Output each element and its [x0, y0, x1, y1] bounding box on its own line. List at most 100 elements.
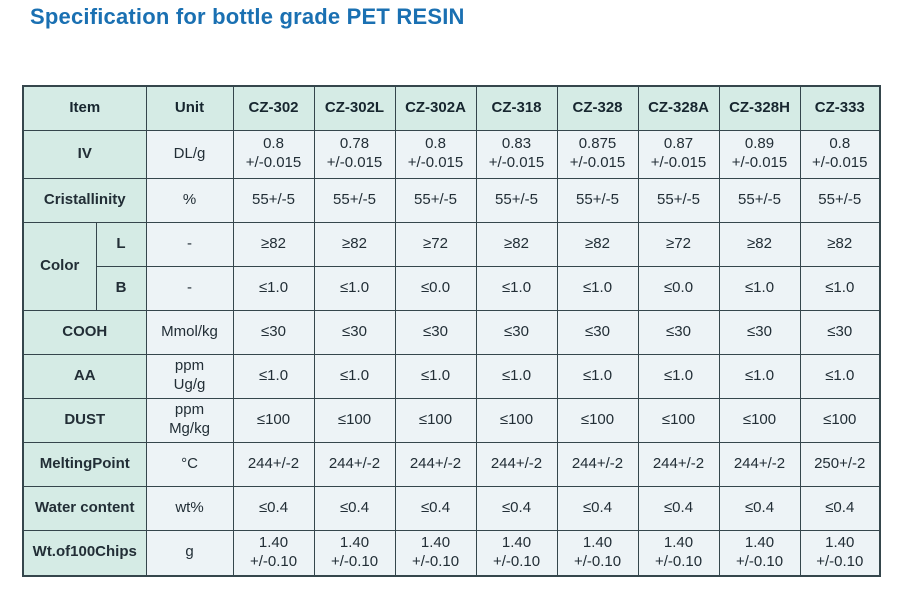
table-row-water-content: Water content wt% ≤0.4 ≤0.4 ≤0.4 ≤0.4 ≤0…: [22, 485, 881, 531]
cell-value: ≤0.0: [637, 265, 720, 311]
spec-table: Item Unit CZ-302 CZ-302L CZ-302A CZ-318 …: [22, 85, 881, 577]
cell-value: 0.8 +/-0.015: [232, 129, 315, 179]
cell-value: 0.8 +/-0.015: [394, 129, 477, 179]
cell-value: ≤100: [313, 397, 396, 443]
cell-value: ≤30: [475, 309, 558, 355]
cell-value: 1.40 +/-0.10: [475, 529, 558, 577]
cell-value: ≥82: [556, 221, 639, 267]
row-label: MeltingPoint: [22, 441, 147, 487]
row-label-color: Color: [22, 221, 97, 311]
column-header-cz328a: CZ-328A: [637, 85, 720, 131]
cell-value: 1.40 +/-0.10: [637, 529, 720, 577]
cell-value: ≤1.0: [313, 353, 396, 399]
row-label: COOH: [22, 309, 147, 355]
cell-value: 244+/-2: [637, 441, 720, 487]
cell-value: ≤1.0: [313, 265, 396, 311]
row-unit: -: [145, 265, 234, 311]
row-label: IV: [22, 129, 147, 179]
cell-value: 55+/-5: [637, 177, 720, 223]
cell-value: ≤0.4: [313, 485, 396, 531]
cell-value: 244+/-2: [394, 441, 477, 487]
column-header-cz302a: CZ-302A: [394, 85, 477, 131]
cell-value: ≤1.0: [232, 353, 315, 399]
column-header-cz328h: CZ-328H: [718, 85, 801, 131]
row-unit: ppm Ug/g: [145, 353, 234, 399]
cell-value: ≤0.4: [556, 485, 639, 531]
cell-value: ≤30: [556, 309, 639, 355]
cell-value: ≤100: [232, 397, 315, 443]
column-header-unit: Unit: [145, 85, 234, 131]
cell-value: ≤30: [637, 309, 720, 355]
cell-value: ≤30: [313, 309, 396, 355]
cell-value: 55+/-5: [313, 177, 396, 223]
cell-value: 0.83 +/-0.015: [475, 129, 558, 179]
cell-value: ≤0.4: [637, 485, 720, 531]
cell-value: ≥82: [313, 221, 396, 267]
cell-value: ≤0.4: [232, 485, 315, 531]
row-unit: °C: [145, 441, 234, 487]
cell-value: ≤0.4: [799, 485, 881, 531]
row-unit: g: [145, 529, 234, 577]
column-header-cz302: CZ-302: [232, 85, 315, 131]
header-row: Item Unit CZ-302 CZ-302L CZ-302A CZ-318 …: [22, 85, 881, 131]
table-row-meltingpoint: MeltingPoint °C 244+/-2 244+/-2 244+/-2 …: [22, 441, 881, 487]
cell-value: 1.40 +/-0.10: [313, 529, 396, 577]
cell-value: 0.875 +/-0.015: [556, 129, 639, 179]
cell-value: 0.78 +/-0.015: [313, 129, 396, 179]
table-row-color-b: B - ≤1.0 ≤1.0 ≤0.0 ≤1.0 ≤1.0 ≤0.0 ≤1.0 ≤…: [23, 265, 881, 311]
row-unit: DL/g: [145, 129, 234, 179]
cell-value: ≤1.0: [799, 265, 881, 311]
table-row-wt-of-100-chips: Wt.of100Chips g 1.40 +/-0.10 1.40 +/-0.1…: [22, 529, 881, 577]
cell-value: ≤1.0: [394, 353, 477, 399]
cell-value: 55+/-5: [799, 177, 881, 223]
table-row-cristallinity: Cristallinity % 55+/-5 55+/-5 55+/-5 55+…: [22, 177, 881, 223]
cell-value: ≤1.0: [718, 353, 801, 399]
cell-value: ≤100: [799, 397, 881, 443]
row-unit: Mmol/kg: [145, 309, 234, 355]
cell-value: ≤100: [637, 397, 720, 443]
cell-value: ≤100: [718, 397, 801, 443]
table-row-iv: IV DL/g 0.8 +/-0.015 0.78 +/-0.015 0.8 +…: [22, 129, 881, 179]
cell-value: ≤1.0: [637, 353, 720, 399]
cell-value: 55+/-5: [556, 177, 639, 223]
cell-value: ≤30: [232, 309, 315, 355]
column-header-cz333: CZ-333: [799, 85, 881, 131]
cell-value: ≤0.4: [475, 485, 558, 531]
cell-value: 244+/-2: [475, 441, 558, 487]
cell-value: ≤30: [394, 309, 477, 355]
cell-value: ≤100: [556, 397, 639, 443]
cell-value: ≤30: [799, 309, 881, 355]
cell-value: ≤1.0: [718, 265, 801, 311]
table-row-color-l: Color L - ≥82 ≥82 ≥72 ≥82 ≥82 ≥72 ≥82 ≥8…: [22, 221, 881, 311]
column-header-cz328: CZ-328: [556, 85, 639, 131]
column-header-cz318: CZ-318: [475, 85, 558, 131]
cell-value: 1.40 +/-0.10: [718, 529, 801, 577]
cell-value: 0.89 +/-0.015: [718, 129, 801, 179]
cell-value: 0.87 +/-0.015: [637, 129, 720, 179]
cell-value: ≥82: [475, 221, 558, 267]
row-unit: %: [145, 177, 234, 223]
cell-value: 55+/-5: [394, 177, 477, 223]
cell-value: ≥72: [394, 221, 477, 267]
cell-value: 244+/-2: [232, 441, 315, 487]
cell-value: ≤1.0: [232, 265, 315, 311]
cell-value: ≤1.0: [475, 265, 558, 311]
column-header-item: Item: [22, 85, 147, 131]
row-label: Wt.of100Chips: [22, 529, 147, 577]
table-row-dust: DUST ppm Mg/kg ≤100 ≤100 ≤100 ≤100 ≤100 …: [22, 397, 881, 443]
cell-value: ≤0.4: [394, 485, 477, 531]
cell-value: ≤0.4: [718, 485, 801, 531]
page-title: Specification for bottle grade PET RESIN: [30, 4, 465, 29]
cell-value: ≤100: [475, 397, 558, 443]
row-label: AA: [22, 353, 147, 399]
cell-value: ≤0.0: [394, 265, 477, 311]
cell-value: ≥82: [718, 221, 801, 267]
cell-value: ≥82: [799, 221, 881, 267]
table-row-cooh: COOH Mmol/kg ≤30 ≤30 ≤30 ≤30 ≤30 ≤30 ≤30…: [22, 309, 881, 355]
cell-value: 244+/-2: [313, 441, 396, 487]
cell-value: 1.40 +/-0.10: [394, 529, 477, 577]
cell-value: ≤1.0: [475, 353, 558, 399]
cell-value: ≤1.0: [799, 353, 881, 399]
cell-value: 55+/-5: [475, 177, 558, 223]
